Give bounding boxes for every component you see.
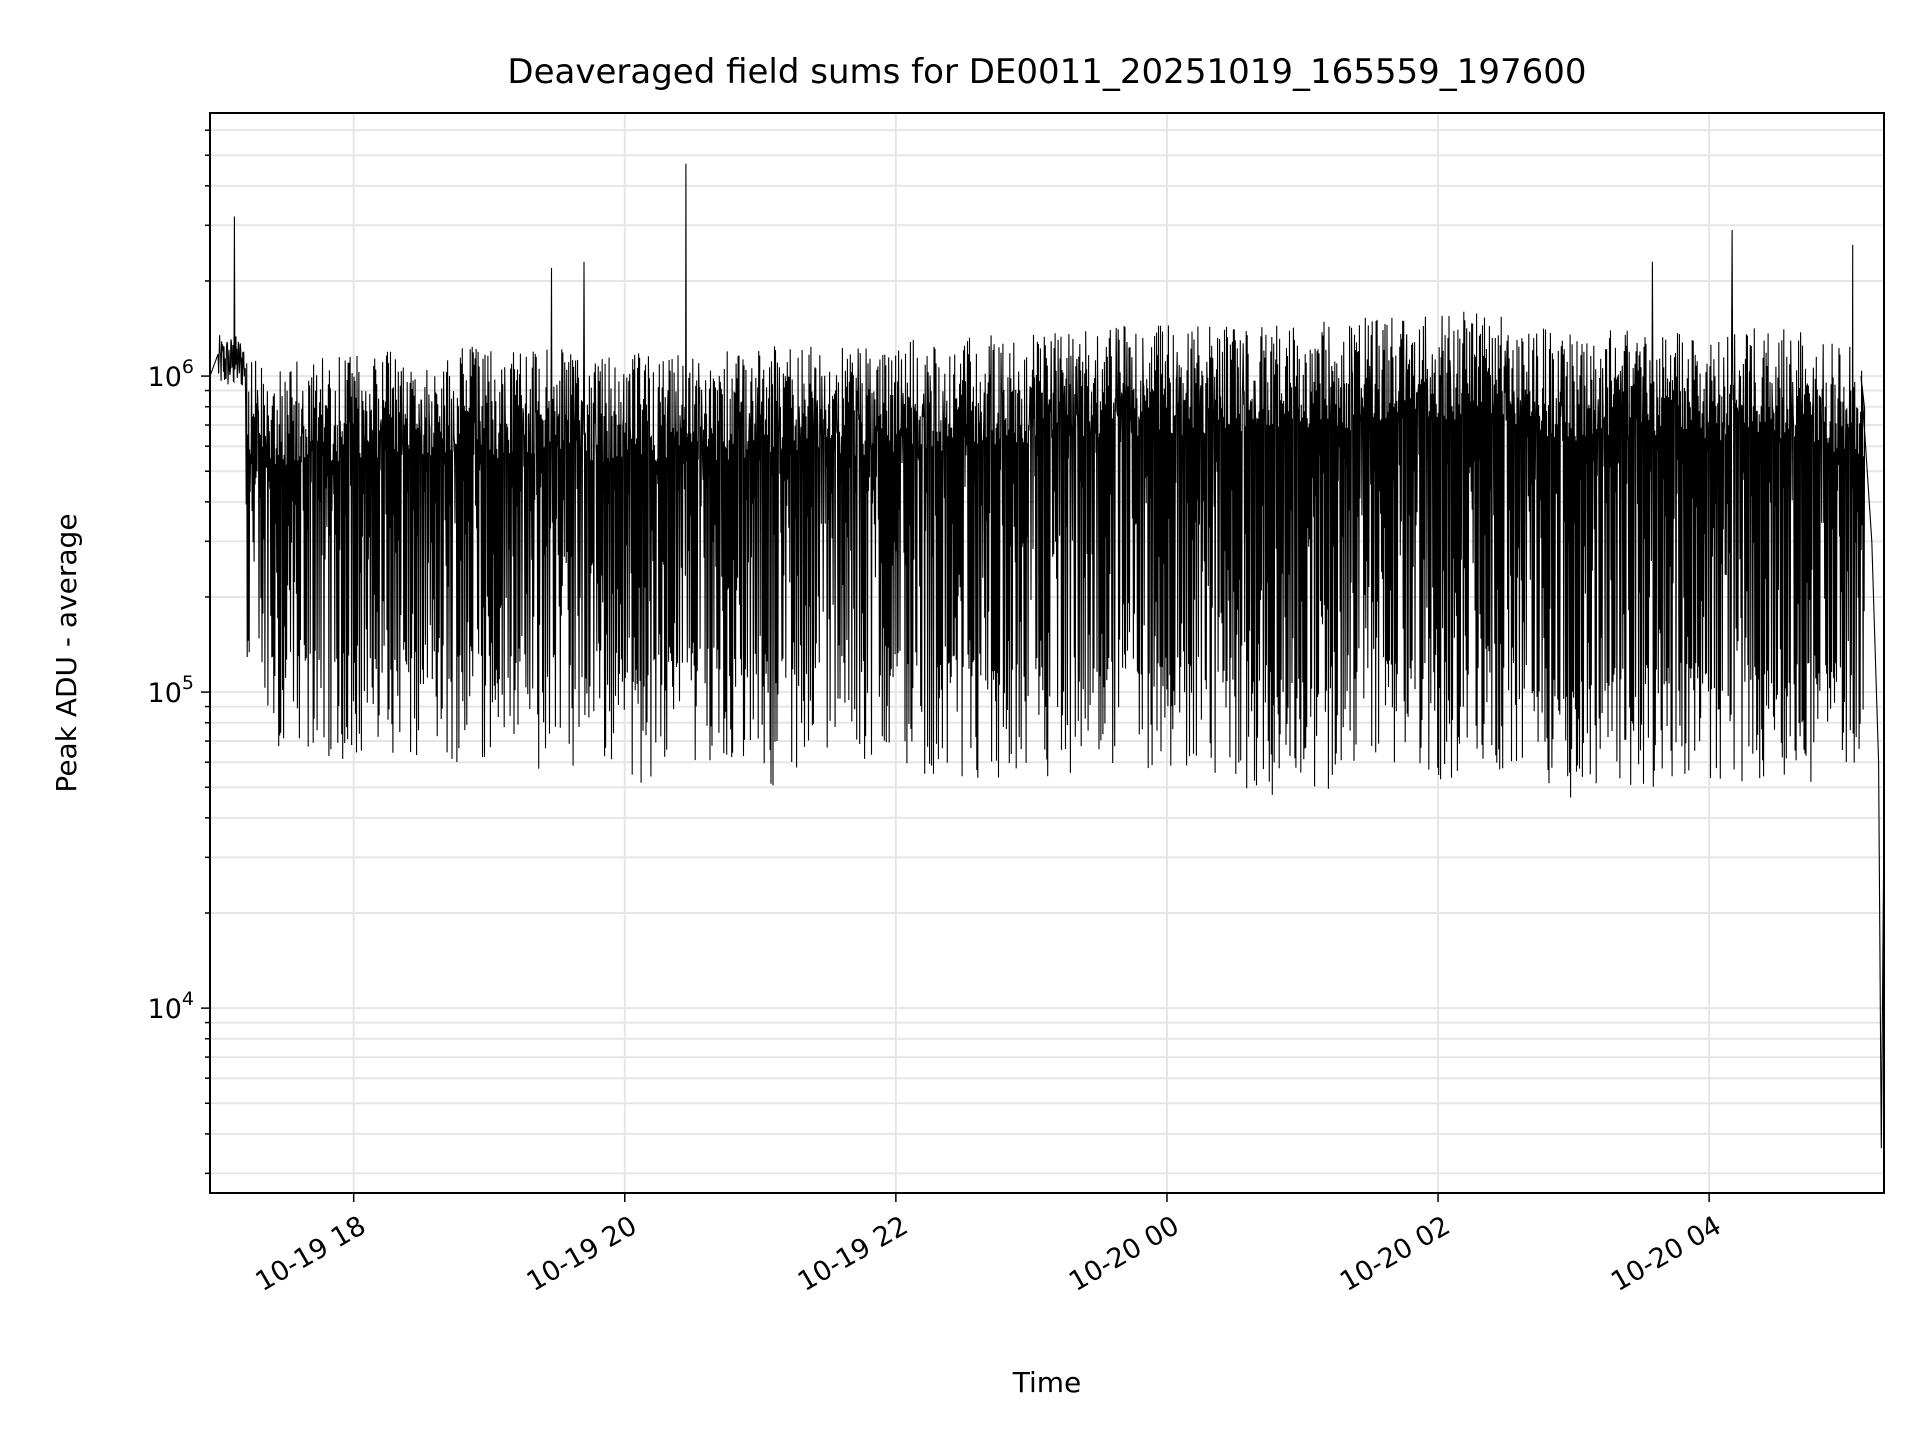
- y-tick-label: 105: [148, 672, 194, 709]
- x-tick-label: 10-20 00: [1064, 1210, 1185, 1298]
- x-tick-label: 10-19 22: [793, 1210, 914, 1298]
- x-tick-label: 10-20 04: [1606, 1210, 1727, 1298]
- series-line-peak-adu: [209, 163, 1885, 1149]
- chart-title: Deaveraged field sums for DE0011_2025101…: [507, 52, 1586, 92]
- y-tick-label: 104: [148, 988, 194, 1025]
- y-axis: 106 105 104: [148, 129, 210, 1175]
- y-axis-label: Peak ADU - average: [50, 513, 83, 792]
- x-tick-label: 10-19 20: [522, 1210, 643, 1298]
- x-tick-label: 10-20 02: [1335, 1210, 1456, 1298]
- plot-frame: [209, 112, 1885, 1194]
- y-tick-label: 106: [148, 356, 194, 393]
- x-axis: 10-19 18 10-19 20 10-19 22 10-20 00 10-20 02…: [251, 1193, 1727, 1298]
- x-tick-label: 10-19 18: [251, 1210, 372, 1298]
- x-axis-label: Time: [1012, 1366, 1082, 1399]
